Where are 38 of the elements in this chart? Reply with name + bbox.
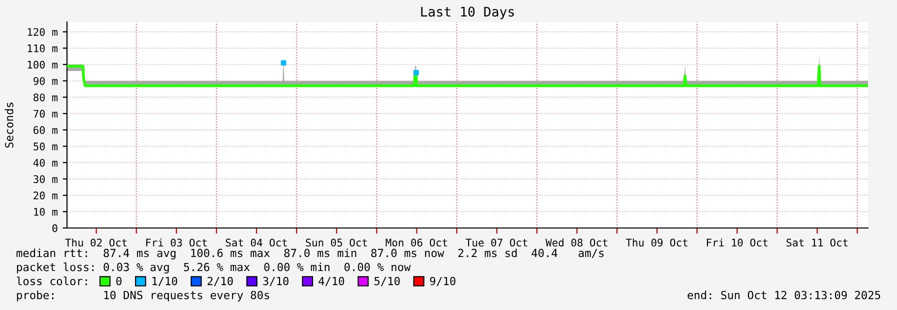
y-tick-label: 10 m [34,208,58,216]
x-tick-label: Fri 10 Oct [706,238,768,247]
y-tick-label: 40 m [33,158,58,167]
x-tick-label: Sat 04 Oct [226,238,287,247]
y-tick-label: 50 m [34,142,58,150]
x-tick-label: Sun 05 Oct [306,238,367,247]
text: loss color: [16,276,87,286]
y-tick-label: 0 [52,224,58,232]
text: median rtt: 87.4 ms avg 100.6 ms max 87.0 ms min 87.0 ms now 2.2 ms sd 40.4 am/s [16,248,604,260]
y-axis-title: Seconds [4,102,14,148]
x-tick-label: Thu 09 Oct [626,238,688,247]
x-tick-label: Thu 02 Oct [65,238,127,247]
text: packet loss: 0.03 % avg 5.26 % max 0.00 % min 0.00 % now [17,262,411,274]
text: end: Sun Oct 12 03:13:09 2025 [688,290,880,300]
x-tick-label: Mon 06 Oct [386,238,448,247]
legend-label: 5/10 [374,276,400,286]
legend-label: 2/10 [208,276,233,286]
text: probe: 10 DNS requests every 80s [17,290,270,302]
y-tick-label: 80 m [34,93,58,102]
legend-label: 0 [116,276,122,286]
legend-label: 1/10 [152,276,178,286]
legend-label: 3/10 [263,276,288,286]
line-series [67,64,868,88]
chart-title: Last 10 Days [421,6,514,20]
y-tick-label: 100 m [28,60,58,69]
legend-label: 4/10 [318,276,344,286]
y-tick-label: 70 m [34,110,58,118]
x-tick-label: Wed 08 Oct [546,238,608,247]
x-tick-label: Tue 07 Oct [466,238,528,247]
legend-label: 9/10 [430,276,456,286]
y-tick-label: 120 m [28,28,58,36]
y-tick-label: 110 m [28,44,58,52]
x-tick-label: Fri 03 Oct [146,238,207,247]
y-tick-label: 20 m [34,192,58,200]
x-tick-label: Sat 11 Oct [786,238,848,247]
y-tick-label: 90 m [34,77,58,85]
y-tick-label: 30 m [34,175,58,184]
y-tick-label: 60 m [34,126,58,134]
